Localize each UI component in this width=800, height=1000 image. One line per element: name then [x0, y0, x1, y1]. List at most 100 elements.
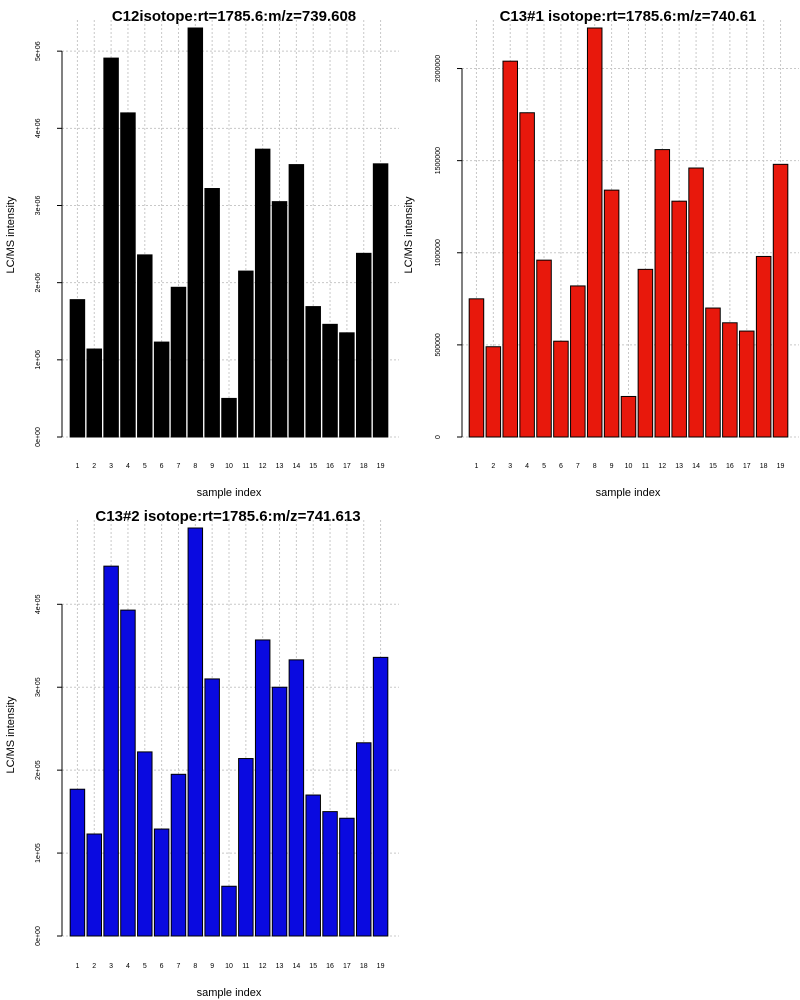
y-tick-label: 2e+06 [35, 273, 42, 293]
x-tick-label: 16 [326, 963, 334, 970]
bar [322, 323, 338, 438]
x-tick-label: 5 [143, 963, 147, 970]
bar [271, 201, 288, 438]
bar [170, 286, 187, 438]
y-tick-label: 1000000 [435, 239, 442, 266]
x-tick-label: 15 [709, 463, 717, 470]
x-tick-label: 7 [177, 463, 181, 470]
x-tick-label: 7 [177, 963, 181, 970]
y-tick-label: 1500000 [435, 147, 442, 174]
bar [637, 268, 654, 438]
x-tick-label: 11 [242, 463, 249, 470]
bar [738, 330, 755, 438]
x-tick-label: 18 [760, 463, 768, 470]
chart-title: C13#1 isotope:rt=1785.6:m/z=740.61 [500, 8, 757, 25]
bar [339, 817, 355, 937]
x-tick-label: 11 [242, 963, 249, 970]
x-tick-label: 12 [658, 463, 666, 470]
x-tick-label: 15 [309, 463, 317, 470]
bar [238, 758, 254, 937]
y-tick-label: 2000000 [435, 55, 442, 82]
chart-panel-c12: C12isotope:rt=1785.6:m/z=739.608 LC/MS i… [5, 8, 399, 499]
y-tick-label: 3e+06 [35, 196, 42, 216]
bar [254, 639, 271, 937]
x-tick-label: 5 [542, 463, 546, 470]
x-tick-label: 18 [360, 463, 368, 470]
x-tick-label: 17 [343, 463, 351, 470]
bar [355, 252, 372, 438]
bar [120, 609, 136, 937]
x-tick-label: 16 [726, 463, 734, 470]
x-tick-label: 16 [326, 463, 334, 470]
bar [221, 397, 237, 438]
bar [536, 259, 552, 438]
x-tick-label: 12 [259, 963, 267, 970]
bar [254, 148, 271, 438]
x-tick-label: 3 [508, 463, 512, 470]
bar [705, 307, 721, 438]
bar [204, 188, 220, 438]
bar [120, 112, 136, 438]
x-tick-label: 6 [160, 463, 164, 470]
bar [137, 751, 153, 937]
bar [153, 828, 170, 937]
x-tick-label: 4 [126, 463, 130, 470]
bar [339, 332, 355, 438]
bar [772, 163, 789, 438]
x-tick-label: 9 [610, 463, 614, 470]
x-axis-label: sample index [596, 487, 661, 499]
bar [485, 346, 502, 438]
chart-title: C12isotope:rt=1785.6:m/z=739.608 [112, 8, 356, 25]
x-tick-label: 17 [743, 463, 751, 470]
bar [372, 656, 389, 937]
x-tick-label: 9 [210, 963, 214, 970]
x-tick-label: 3 [109, 463, 113, 470]
x-tick-label: 3 [109, 963, 113, 970]
bar [103, 57, 119, 438]
bar [620, 395, 637, 438]
chart-title: C13#2 isotope:rt=1785.6:m/z=741.613 [95, 508, 360, 525]
x-tick-label: 13 [276, 963, 284, 970]
bar [519, 112, 535, 438]
x-tick-label: 6 [559, 463, 563, 470]
chart-panel-c13-2: C13#2 isotope:rt=1785.6:m/z=741.613 LC/M… [5, 508, 399, 999]
bar [86, 833, 103, 937]
x-axis-label: sample index [197, 987, 262, 999]
x-tick-label: 14 [292, 963, 300, 970]
bar [69, 299, 86, 438]
x-tick-label: 2 [491, 463, 495, 470]
bar [187, 527, 204, 937]
x-tick-label: 1 [75, 963, 79, 970]
x-tick-label: 13 [675, 463, 683, 470]
bar [238, 270, 254, 438]
x-tick-label: 8 [593, 463, 597, 470]
x-tick-label: 5 [143, 463, 147, 470]
bar [288, 164, 305, 438]
bar [271, 686, 288, 937]
bar [305, 794, 321, 937]
y-tick-label: 1e+06 [35, 350, 42, 370]
x-tick-label: 11 [642, 463, 649, 470]
x-tick-label: 17 [343, 963, 351, 970]
x-tick-label: 15 [309, 963, 317, 970]
x-tick-label: 1 [474, 463, 478, 470]
x-tick-label: 10 [625, 463, 633, 470]
bar [372, 163, 389, 438]
bar [86, 348, 103, 438]
x-tick-label: 18 [360, 963, 368, 970]
y-axis-label: LC/MS intensity [5, 196, 17, 274]
y-tick-label: 4e+05 [35, 594, 42, 614]
y-tick-label: 500000 [435, 333, 442, 356]
x-tick-label: 4 [126, 963, 130, 970]
bar [137, 254, 153, 438]
x-tick-label: 4 [525, 463, 529, 470]
bar [69, 788, 86, 937]
x-tick-label: 2 [92, 463, 96, 470]
x-tick-label: 1 [75, 463, 79, 470]
x-tick-label: 6 [160, 963, 164, 970]
bar [322, 811, 338, 937]
x-axis-label: sample index [197, 487, 262, 499]
y-tick-label: 0e+00 [35, 427, 42, 447]
bar [671, 200, 687, 438]
